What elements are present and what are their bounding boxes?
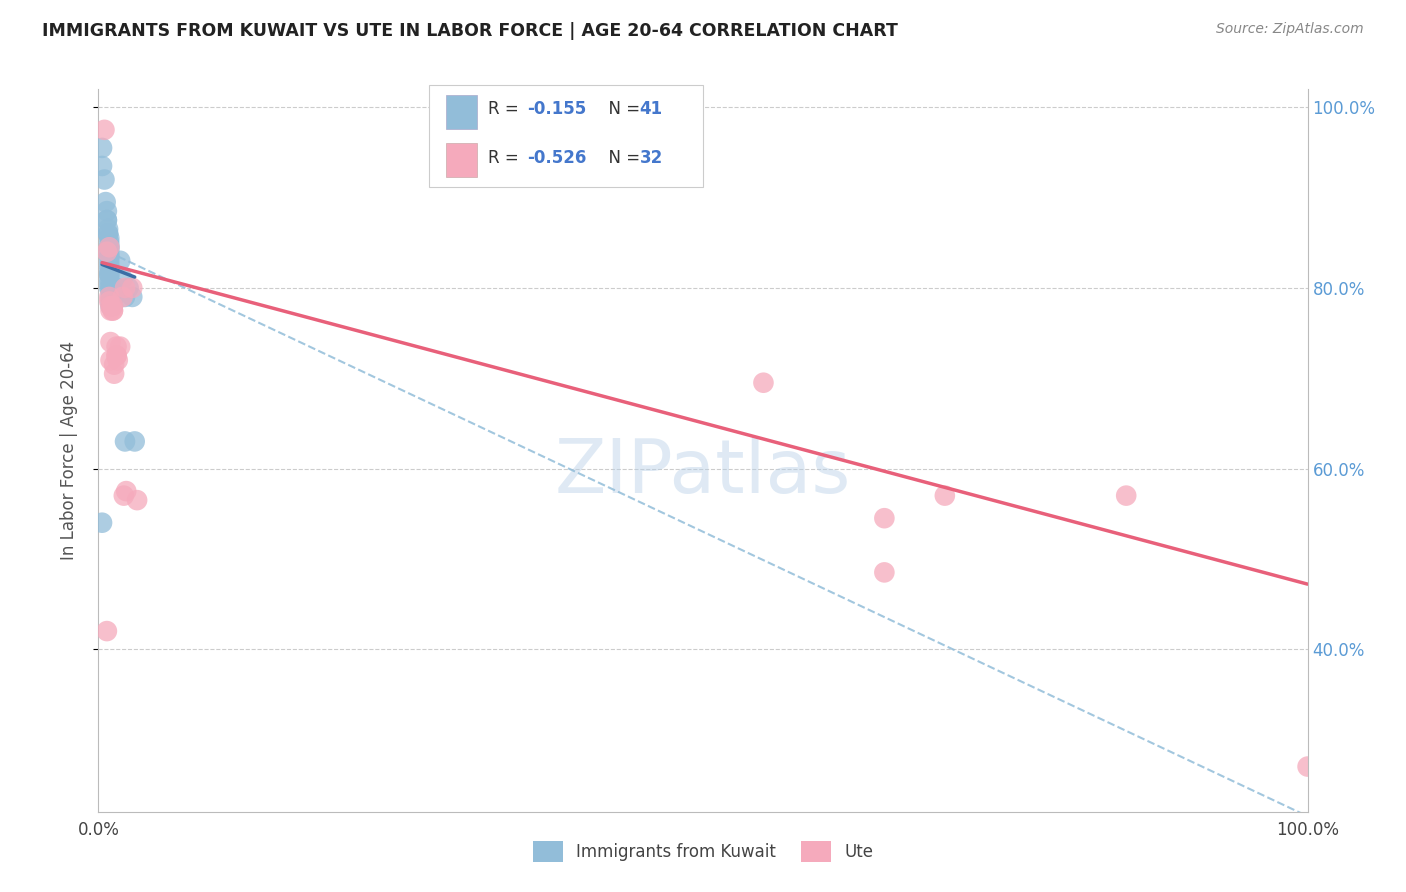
Point	[97, 222, 120, 236]
Point	[105, 349, 128, 363]
Point	[98, 268, 121, 282]
Point	[108, 253, 131, 268]
Point	[100, 299, 122, 313]
Point	[100, 353, 122, 368]
Point	[98, 268, 121, 282]
Text: R =: R =	[488, 101, 524, 119]
Point	[100, 290, 122, 304]
Point	[98, 253, 121, 268]
Point	[101, 299, 124, 313]
Point	[98, 231, 121, 245]
Point	[98, 240, 121, 254]
Point	[98, 281, 121, 295]
Point	[98, 294, 121, 309]
Point	[127, 493, 149, 508]
Point	[105, 349, 128, 363]
Point	[118, 281, 141, 295]
Point	[873, 566, 896, 580]
Point	[98, 249, 121, 263]
Point	[101, 303, 124, 318]
Point	[121, 281, 143, 295]
Text: Source: ZipAtlas.com: Source: ZipAtlas.com	[1216, 22, 1364, 37]
Point	[96, 624, 118, 639]
Text: N =: N =	[598, 149, 645, 167]
Y-axis label: In Labor Force | Age 20-64: In Labor Force | Age 20-64	[59, 341, 77, 560]
Point	[752, 376, 775, 390]
Point	[114, 434, 136, 449]
Point	[96, 244, 118, 259]
Text: IMMIGRANTS FROM KUWAIT VS UTE IN LABOR FORCE | AGE 20-64 CORRELATION CHART: IMMIGRANTS FROM KUWAIT VS UTE IN LABOR F…	[42, 22, 898, 40]
Point	[101, 294, 124, 309]
Text: ZIPatlas: ZIPatlas	[555, 435, 851, 508]
Point	[124, 434, 146, 449]
Point	[98, 235, 121, 250]
Point	[101, 299, 124, 313]
Point	[100, 335, 122, 350]
Text: R =: R =	[488, 149, 524, 167]
Point	[100, 285, 122, 300]
Point	[97, 227, 120, 241]
Legend: Immigrants from Kuwait, Ute: Immigrants from Kuwait, Ute	[526, 835, 880, 869]
Point	[108, 340, 131, 354]
Point	[94, 195, 117, 210]
Point	[98, 262, 121, 277]
Text: 41: 41	[640, 101, 662, 119]
Point	[114, 290, 136, 304]
Point	[115, 484, 138, 499]
Point	[98, 240, 121, 254]
Point	[1115, 489, 1137, 503]
Point	[91, 159, 114, 173]
Point	[100, 294, 122, 309]
Point	[1296, 759, 1319, 773]
Text: -0.155: -0.155	[527, 101, 586, 119]
Point	[105, 340, 128, 354]
Point	[934, 489, 956, 503]
Point	[103, 358, 125, 372]
Point	[98, 272, 121, 286]
Point	[111, 272, 134, 286]
Point	[100, 299, 122, 313]
Point	[96, 213, 118, 227]
Point	[111, 290, 134, 304]
Point	[98, 249, 121, 263]
Point	[96, 213, 118, 227]
Point	[121, 290, 143, 304]
Point	[105, 281, 128, 295]
Text: N =: N =	[598, 101, 645, 119]
Point	[101, 303, 124, 318]
Point	[114, 281, 136, 295]
Point	[93, 172, 115, 186]
Point	[103, 367, 125, 381]
Point	[107, 353, 129, 368]
Point	[873, 511, 896, 525]
Text: -0.526: -0.526	[527, 149, 586, 167]
Point	[98, 290, 121, 304]
Point	[98, 258, 121, 272]
Point	[100, 281, 122, 295]
Point	[112, 489, 135, 503]
Point	[98, 277, 121, 291]
Point	[93, 123, 115, 137]
Point	[98, 244, 121, 259]
Point	[91, 516, 114, 530]
Point	[96, 204, 118, 219]
Point	[98, 240, 121, 254]
Point	[97, 227, 120, 241]
Text: 32: 32	[640, 149, 664, 167]
Point	[100, 303, 122, 318]
Point	[91, 141, 114, 155]
